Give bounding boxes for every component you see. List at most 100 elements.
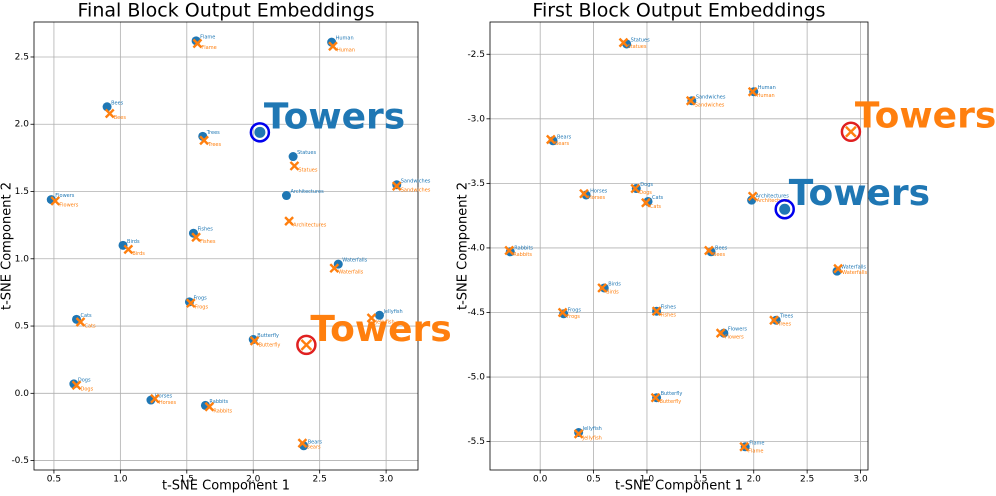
point xyxy=(630,183,641,194)
point-label: Sandwiches xyxy=(695,102,725,108)
point-label: Bees xyxy=(713,252,726,258)
y-tick-label: 1.0 xyxy=(15,254,30,264)
point-label: Architectures xyxy=(756,194,790,200)
highlight-ring xyxy=(249,122,271,143)
point-label: Butterfly xyxy=(660,399,682,405)
point-label: Cats xyxy=(650,204,662,210)
point-label: Bears xyxy=(557,134,572,140)
point xyxy=(833,263,843,274)
y-tick-label: -5.5 xyxy=(467,437,485,447)
point-label: Dogs xyxy=(78,377,91,383)
point xyxy=(204,401,215,412)
point-label: Bees xyxy=(114,115,127,121)
chart-title: First Block Output Embeddings xyxy=(532,0,825,22)
x-tick-label: 0.5 xyxy=(47,475,61,485)
point xyxy=(185,298,196,309)
point-label: Statues xyxy=(297,150,316,156)
x-tick-label: 1.5 xyxy=(693,475,707,485)
point-label: Bees xyxy=(111,100,124,106)
point-label: Dogs xyxy=(81,387,94,393)
point xyxy=(599,283,609,293)
y-tick-label: -2.5 xyxy=(467,50,485,60)
point-label: Bears xyxy=(555,141,570,147)
point xyxy=(289,161,300,171)
point xyxy=(328,41,338,52)
point-label: Flame xyxy=(749,440,764,446)
point xyxy=(102,102,112,112)
point xyxy=(150,393,160,404)
point-label: Jellyfish xyxy=(582,426,602,432)
y-tick-label: 2.0 xyxy=(15,120,30,130)
point-label: Butterfly xyxy=(661,391,683,397)
point-label: Jellyfish xyxy=(382,309,402,315)
y-tick-label: -3.5 xyxy=(467,179,485,189)
point xyxy=(557,307,568,318)
point xyxy=(769,315,779,326)
point-label: Butterfly xyxy=(259,342,281,348)
y-tick-label: -5.0 xyxy=(467,373,485,383)
point xyxy=(284,216,294,226)
y-tick-label: 1.5 xyxy=(15,187,29,197)
point xyxy=(374,310,384,320)
point-label: Jellyfish xyxy=(374,319,394,325)
highlight-label: Towers xyxy=(855,96,996,137)
point xyxy=(504,245,515,256)
point xyxy=(579,188,589,199)
point xyxy=(281,191,291,201)
point-label: Rabbits xyxy=(513,252,532,258)
point xyxy=(50,196,61,206)
y-tick-label: 2.5 xyxy=(15,52,29,62)
point-label: Flowers xyxy=(725,335,745,341)
point-label: Waterfalls xyxy=(841,265,866,271)
point xyxy=(366,313,377,323)
point-label: Rabbits xyxy=(514,245,533,251)
point-label: Horses xyxy=(590,189,608,195)
point-label: Frogs xyxy=(193,295,207,301)
x-tick-label: 0.0 xyxy=(533,475,548,485)
x-tick-label: 2.0 xyxy=(747,475,762,485)
point-label: Butterfly xyxy=(257,333,279,339)
point-label: Waterfalls xyxy=(842,270,867,276)
x-tick-label: 1.0 xyxy=(640,475,655,485)
point-label: Trees xyxy=(777,322,791,328)
highlight-label: Towers xyxy=(789,173,930,214)
x-axis-label: t-SNE Component 1 xyxy=(162,479,290,494)
point-label: Human xyxy=(757,93,775,99)
highlight-label: Towers xyxy=(264,96,405,137)
point xyxy=(297,438,308,448)
point-label: Trees xyxy=(779,314,793,320)
point xyxy=(650,392,661,403)
point xyxy=(391,181,402,191)
point xyxy=(123,244,134,255)
point-label: Dogs xyxy=(639,190,652,196)
point-label: Statues xyxy=(298,167,317,173)
point xyxy=(739,441,749,452)
point-label: Rabbits xyxy=(209,399,228,405)
point xyxy=(288,152,298,162)
point-label: Frogs xyxy=(195,305,209,311)
point xyxy=(641,197,651,208)
point xyxy=(685,95,696,106)
point xyxy=(71,380,82,391)
y-axis-label: t-SNE Component 2 xyxy=(0,182,15,310)
point-label: Bees xyxy=(715,245,728,251)
point-label: Sandwiches xyxy=(401,178,431,184)
plot-frame xyxy=(489,21,869,471)
y-tick-label: -3.0 xyxy=(467,114,485,124)
point-label: Birds xyxy=(606,289,619,295)
point xyxy=(191,232,201,243)
point xyxy=(573,429,584,439)
point-label: Frogs xyxy=(567,314,581,320)
point-label: Human xyxy=(337,48,355,54)
point xyxy=(104,108,115,119)
chart-title: Final Block Output Embeddings xyxy=(78,0,375,22)
point xyxy=(254,126,266,138)
y-tick-label: -0.5 xyxy=(11,456,29,466)
point-label: Birds xyxy=(132,251,145,257)
point-label: Birds xyxy=(127,239,140,245)
point-label: Fishes xyxy=(200,239,216,245)
x-tick-label: 2.5 xyxy=(800,475,814,485)
point-label: Birds xyxy=(608,281,621,287)
x-tick-label: 0.5 xyxy=(586,475,600,485)
point xyxy=(199,135,209,146)
